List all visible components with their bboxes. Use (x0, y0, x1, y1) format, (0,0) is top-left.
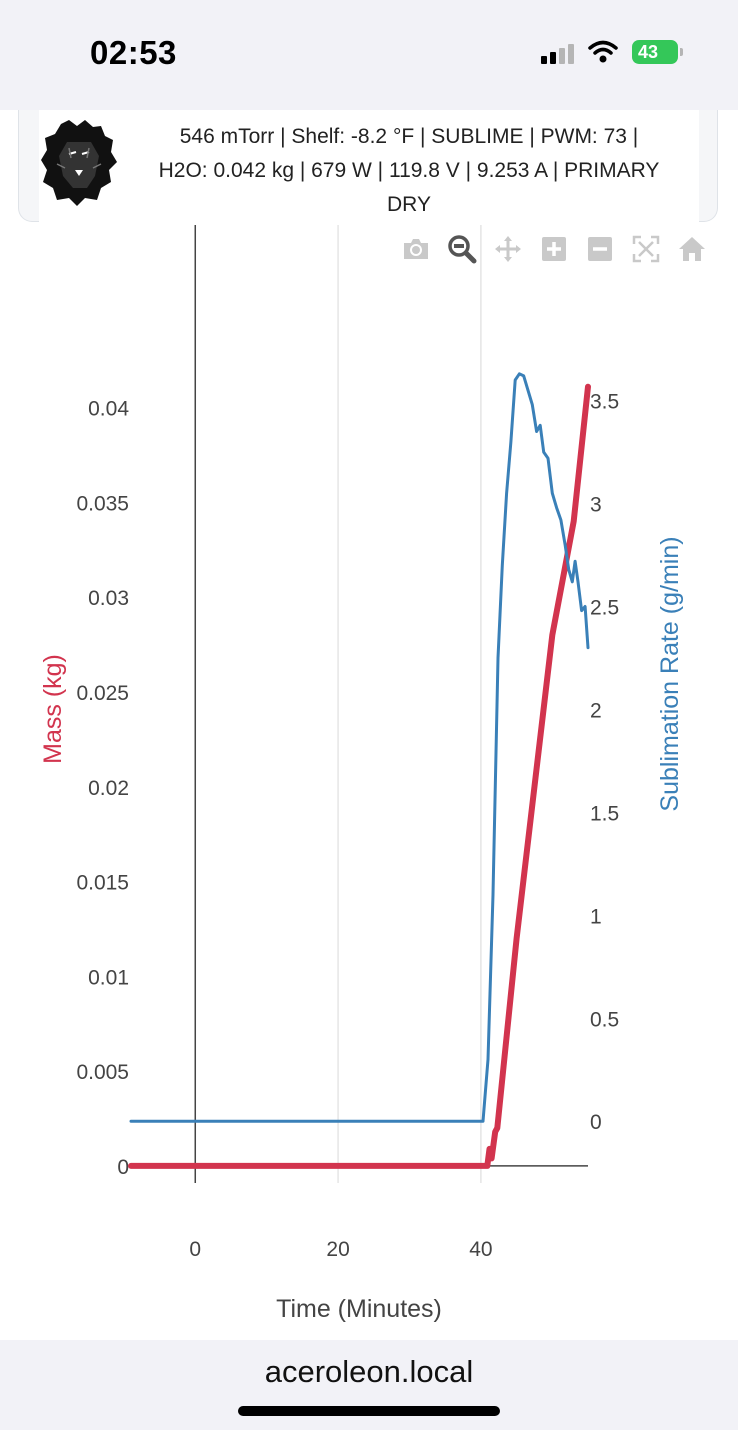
y-tick-label: 0 (117, 1156, 129, 1179)
rate-series-line (129, 372, 590, 1123)
y-tick-label: 0.04 (88, 398, 129, 421)
rate-point (523, 375, 525, 377)
y2-axis-title: Sublimation Rate (g/min) (656, 536, 684, 811)
mass-point (587, 386, 589, 388)
y-tick-label: 0.01 (88, 966, 129, 989)
x-tick-label: 40 (469, 1238, 492, 1261)
rate-point (574, 560, 576, 562)
y2-tick-label: 2.5 (590, 596, 619, 619)
mass-point (496, 1127, 498, 1129)
readout-line-3: DRY (387, 193, 431, 216)
mass-point (573, 520, 575, 522)
header-inner: 546 mTorr | Shelf: -8.2 °F | SUBLIME | P… (39, 110, 699, 222)
y2-tick-label: 3.5 (590, 391, 619, 414)
y-tick-label: 0.005 (76, 1061, 129, 1084)
rate-point (587, 647, 589, 649)
battery-icon: 43 (632, 40, 683, 64)
y-tick-label: 0.015 (76, 872, 129, 895)
zoom-icon[interactable] (444, 231, 480, 267)
readout-line-2: H2O: 0.042 kg | 679 W | 119.8 V | 9.253 … (158, 159, 660, 182)
chart-area: 0 20 40 0 0.005 0.01 0.015 0.02 0.025 0.03 0.035 0.… (18, 225, 720, 1340)
y-axis-title: Mass (kg) (39, 654, 67, 764)
mass-point (491, 1157, 493, 1159)
mass-point (551, 634, 553, 636)
y-tick-label: 0.03 (88, 587, 129, 610)
camera-icon[interactable] (398, 231, 434, 267)
rate-point (527, 389, 529, 391)
rate-point (584, 605, 586, 607)
rate-point (547, 457, 549, 459)
page: 546 mTorr | Shelf: -8.2 °F | SUBLIME | P… (0, 110, 738, 1340)
y2-tick-label: 1 (590, 905, 602, 928)
home-icon[interactable] (674, 231, 710, 267)
mass-point (130, 1165, 132, 1167)
rate-point (482, 1120, 484, 1122)
readout-line-1: 546 mTorr | Shelf: -8.2 °F | SUBLIME | P… (179, 125, 639, 148)
rate-point (130, 1120, 132, 1122)
rate-point (560, 519, 562, 521)
rate-point (506, 492, 508, 494)
y2-tick-label: 0 (590, 1111, 602, 1134)
rate-point (518, 373, 520, 375)
rate-point (564, 544, 566, 546)
status-bar: 02:53 43 (0, 0, 738, 110)
browser-address-bar: aceroleon.local (0, 1340, 738, 1430)
zoom-in-icon[interactable] (536, 231, 572, 267)
rate-point (556, 507, 558, 509)
url-text[interactable]: aceroleon.local (264, 1354, 474, 1389)
cellular-signal-icon (541, 40, 574, 64)
y-tick-label: 0.02 (88, 777, 129, 800)
x-tick-label: 20 (326, 1238, 349, 1261)
x-axis-title: Time (Minutes) (276, 1295, 442, 1323)
y2-tick-label: 3 (590, 494, 602, 517)
rate-point (531, 404, 533, 406)
mass-point (516, 937, 518, 939)
rate-point (514, 379, 516, 381)
y2-tick-label: 2 (590, 699, 602, 722)
wifi-icon (588, 40, 618, 63)
lion-logo (41, 120, 117, 206)
mass-point (494, 1131, 496, 1133)
rate-point (492, 894, 494, 896)
clock: 02:53 (90, 34, 177, 71)
rate-point (543, 451, 545, 453)
rate-point (497, 657, 499, 659)
status-readout: 546 mTorr | Shelf: -8.2 °F | SUBLIME | P… (129, 120, 689, 222)
zoom-out-icon[interactable] (582, 231, 618, 267)
mass-point (488, 1148, 490, 1150)
y-tick-label: 0.035 (76, 492, 129, 515)
header-card: 546 mTorr | Shelf: -8.2 °F | SUBLIME | P… (18, 110, 718, 222)
rate-point (577, 581, 579, 583)
y-tick-label: 0.025 (76, 682, 129, 705)
y2-tick-label: 0.5 (590, 1008, 619, 1031)
pan-icon[interactable] (490, 231, 526, 267)
rate-point (571, 581, 573, 583)
chart-toolbar (398, 231, 710, 267)
home-indicator (238, 1406, 500, 1416)
y2-tick-label: 1.5 (590, 802, 619, 825)
rate-point (568, 568, 570, 570)
rate-point (487, 1058, 489, 1060)
x-tick-label: 0 (189, 1238, 201, 1261)
rate-point (581, 610, 583, 612)
rate-point (551, 492, 553, 494)
rate-point (501, 564, 503, 566)
status-icons: 43 (541, 40, 683, 64)
mass-series-line (128, 383, 591, 1169)
autoscale-icon[interactable] (628, 231, 664, 267)
rate-point (510, 441, 512, 443)
battery-level: 43 (638, 42, 659, 62)
rate-point (536, 430, 538, 432)
rate-point (539, 424, 541, 426)
mass-point (486, 1165, 488, 1167)
chart-svg: 0 20 4000.0050.010.0150.020.0250.030.0350.… (39, 225, 684, 1323)
